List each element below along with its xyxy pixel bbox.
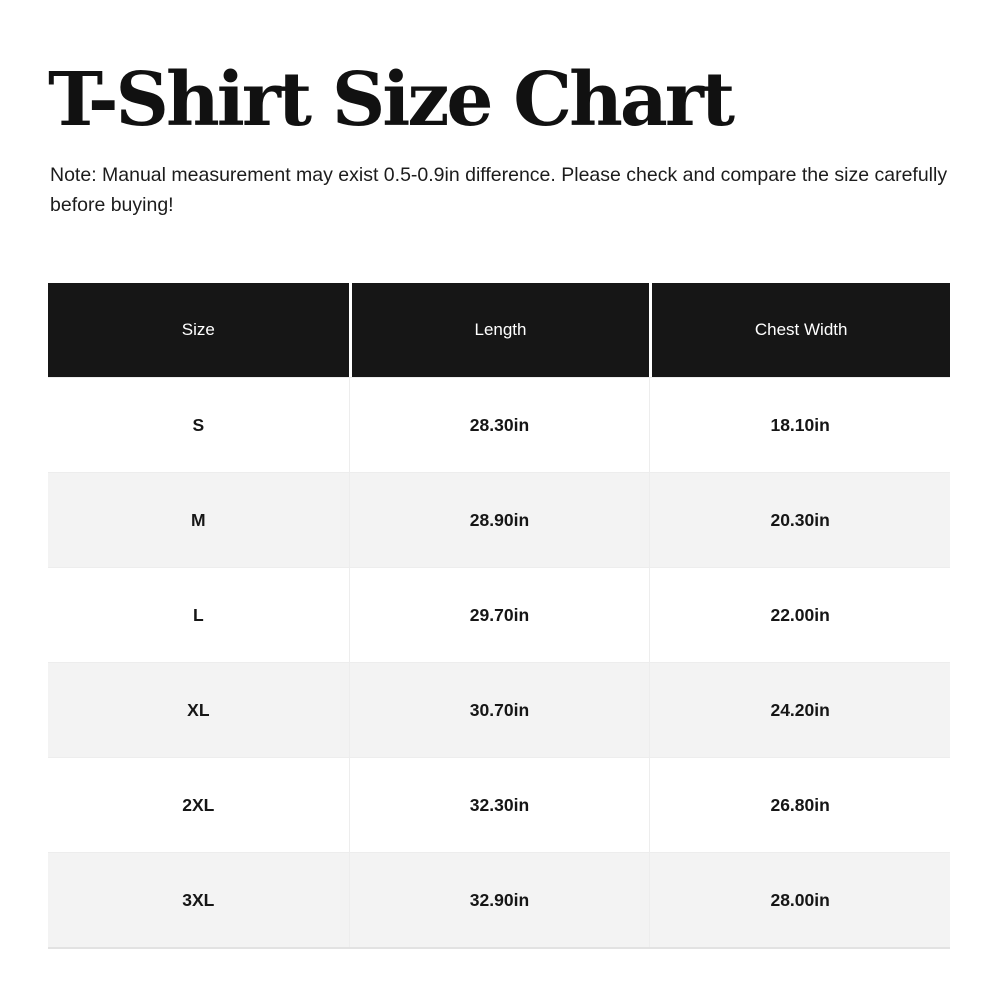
measurement-note: Note: Manual measurement may exist 0.5-0… (50, 164, 948, 216)
page-title: T-Shirt Size Chart (48, 57, 735, 143)
table-row-2xl: 2XL 32.30in 26.80in (48, 757, 950, 852)
size-chart-table: Size Length Chest Width S 28.30in 18.10i… (48, 283, 950, 949)
table-row-xl: XL 30.70in 24.20in (48, 662, 950, 757)
cell-chest-width: 26.80in (649, 757, 950, 852)
cell-length: 32.90in (348, 852, 650, 947)
cell-size: 2XL (48, 757, 349, 852)
table-row-s: S 28.30in 18.10in (48, 377, 950, 472)
cell-size: S (48, 377, 349, 472)
cell-length: 30.70in (348, 662, 650, 757)
cell-size: M (48, 472, 349, 567)
cell-length: 28.30in (348, 377, 650, 472)
cell-length: 29.70in (348, 567, 650, 662)
table-body: S 28.30in 18.10in M 28.90in 20.30in L 29… (48, 377, 950, 947)
cell-chest-width: 28.00in (649, 852, 950, 947)
cell-chest-width: 18.10in (649, 377, 950, 472)
table-header: Size Length Chest Width (48, 283, 950, 377)
table-row-m: M 28.90in 20.30in (48, 472, 950, 567)
cell-chest-width: 20.30in (649, 472, 950, 567)
table-row-l: L 29.70in 22.00in (48, 567, 950, 662)
cell-size: XL (48, 662, 349, 757)
column-header-length: Length (348, 283, 650, 377)
column-header-chest-width: Chest Width (649, 283, 950, 377)
header-row: Size Length Chest Width (48, 283, 950, 377)
column-header-size: Size (48, 283, 349, 377)
cell-size: 3XL (48, 852, 349, 947)
cell-chest-width: 22.00in (649, 567, 950, 662)
table-row-3xl: 3XL 32.90in 28.00in (48, 852, 950, 947)
cell-size: L (48, 567, 349, 662)
cell-length: 28.90in (348, 472, 650, 567)
cell-chest-width: 24.20in (649, 662, 950, 757)
cell-length: 32.30in (348, 757, 650, 852)
